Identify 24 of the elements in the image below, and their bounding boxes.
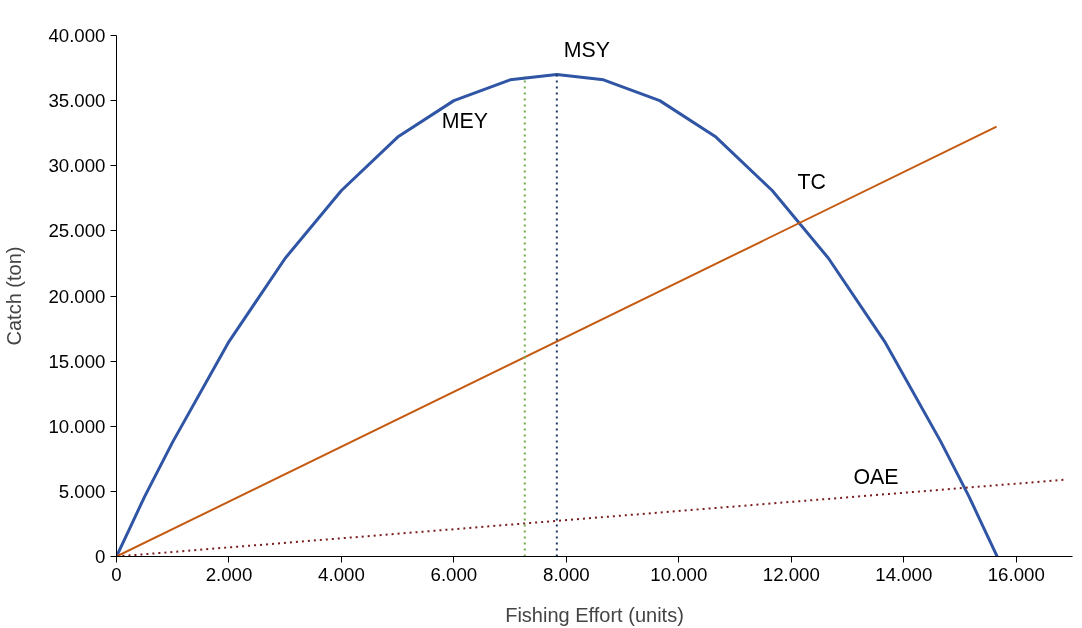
y-tick-label: 30.000 xyxy=(48,155,106,177)
y-tick-label: 0 xyxy=(95,546,106,567)
y-tick-label: 20.000 xyxy=(48,285,106,307)
x-tick-label: 0 xyxy=(111,563,122,585)
series-label: OAE xyxy=(853,465,899,490)
x-tick-label: 6.000 xyxy=(430,563,478,585)
y-axis-title: Catch (ton) xyxy=(3,246,26,346)
x-axis-title: Fishing Effort (units) xyxy=(505,603,684,626)
y-tick-label: 40.000 xyxy=(48,25,106,46)
series-label: MEY xyxy=(441,108,488,133)
y-tick-label: 10.000 xyxy=(48,415,106,437)
x-tick-label: 16.000 xyxy=(987,563,1045,585)
series-label: MSY xyxy=(563,37,610,62)
x-tick-label: 2.000 xyxy=(205,563,253,585)
x-tick-label: 10.000 xyxy=(650,563,708,585)
x-tick-label: 12.000 xyxy=(762,563,820,585)
y-tick-label: 15.000 xyxy=(48,350,106,372)
series-label: TC xyxy=(797,169,826,194)
x-tick-label: 14.000 xyxy=(875,563,933,585)
y-tick-label: 25.000 xyxy=(48,220,106,242)
x-tick-label: 4.000 xyxy=(318,563,365,585)
y-tick-label: 5.000 xyxy=(58,480,106,502)
y-tick-label: 35.000 xyxy=(48,90,106,112)
x-tick-label: 8.000 xyxy=(543,563,590,585)
